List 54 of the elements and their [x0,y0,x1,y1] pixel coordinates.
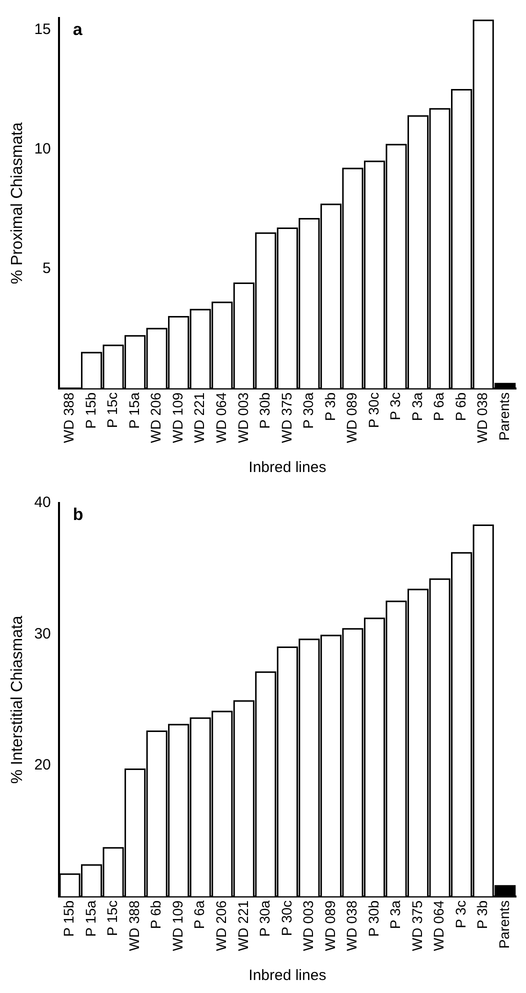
x-tick-label: P 15a [82,900,98,937]
y-tick-label: 10 [34,140,51,158]
x-tick-label: WD 089 [322,900,338,952]
x-tick-label: P 6a [430,392,447,421]
x-tick-label: P 15b [82,392,98,429]
x-tick-label: P 30b [256,392,273,429]
annotation: a [72,20,83,40]
x-tick-label: WD 109 [169,392,186,444]
x-tick-label: WD 206 [212,900,229,952]
x-tick-label: P 15a [126,392,142,429]
y-tick-label: 15 [34,21,51,38]
x-tick-label: WD 221 [234,900,251,952]
x-tick-label: P 30a [256,900,273,937]
y-tick-label: 20 [34,756,51,774]
x-tick-label: WD 375 [408,900,425,952]
x-tick-label: WD 064 [430,900,447,952]
x-tick-label: Parents [496,900,512,949]
x-tick-label: P 3b [474,900,490,929]
x-tick-label: WD 038 [344,900,360,952]
x-tick-label: P 15b [60,900,77,937]
x-tick-label: P 30c [278,900,294,936]
y-axis-title: % Proximal Chiasmata [9,122,26,284]
x-tick-label: WD 038 [474,392,490,444]
x-tick-label: P 3c [452,900,468,928]
x-axis-title: Inbred lines [248,459,326,476]
x-tick-label: P 3b [322,392,338,421]
x-tick-label: P 30b [365,900,382,937]
x-tick-label: WD 388 [60,392,77,444]
y-tick-label: 5 [42,260,51,278]
x-tick-label: WD 003 [300,900,316,952]
x-tick-label: P 6b [452,392,468,421]
x-tick-label: P 6a [191,900,208,929]
x-tick-label: WD 064 [212,392,229,444]
annotation: b [72,505,84,524]
y-axis-title: % Interstitial Chiasmata [9,616,26,784]
y-tick-label: 40 [34,494,51,512]
x-tick-label: WD 089 [344,392,360,444]
x-tick-label: P 3c [387,392,404,420]
y-tick-label: 30 [34,625,51,642]
x-tick-label: WD 206 [148,392,164,444]
x-tick-label: WD 109 [169,900,186,952]
x-tick-label: Parents [496,392,512,441]
x-tick-label: P 6b [148,900,164,929]
x-tick-label: P 3a [387,900,404,929]
x-tick-label: P 30c [365,392,382,428]
x-tick-label: P 30a [300,392,316,429]
x-tick-label: P 15c [104,392,120,428]
x-tick-label: WD 375 [278,392,294,444]
x-tick-label: P 15c [104,900,120,936]
x-tick-label: WD 388 [126,900,142,952]
x-tick-label: WD 003 [234,392,251,444]
x-tick-label: P 3a [408,392,425,421]
x-axis-title: Inbred lines [248,967,326,984]
x-tick-label: WD 221 [191,392,208,444]
